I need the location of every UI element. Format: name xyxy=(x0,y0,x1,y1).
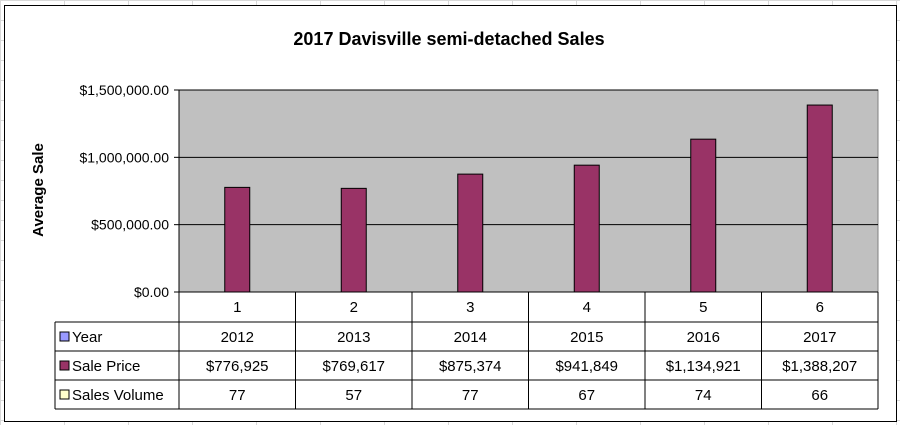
bar xyxy=(457,173,484,293)
table-cell: 2015 xyxy=(570,329,603,346)
table-cell: $941,849 xyxy=(555,358,618,375)
bar xyxy=(806,104,833,293)
category-label: 3 xyxy=(466,299,474,316)
table-cell: 2013 xyxy=(337,329,370,346)
y-tick-label: $0.00 xyxy=(134,284,169,300)
table-cell: 2012 xyxy=(221,329,254,346)
table-cell: 2017 xyxy=(803,329,836,346)
table-cell: 2014 xyxy=(454,329,487,346)
category-label: 4 xyxy=(583,299,591,316)
table-cell: 57 xyxy=(345,387,362,404)
table-cell: 66 xyxy=(811,387,828,404)
table-cell: 2016 xyxy=(687,329,720,346)
legend-key xyxy=(59,331,70,342)
legend-label: Sales Volume xyxy=(72,387,164,404)
data-table: 1 2 3 4 5 6 Year 2012 2013 2014 2015 2016 2017 Sale P… xyxy=(54,291,879,410)
category-label: 5 xyxy=(699,299,707,316)
legend-key xyxy=(59,389,70,400)
bar xyxy=(573,164,600,293)
table-cell: 74 xyxy=(695,387,712,404)
category-label: 1 xyxy=(233,299,241,316)
table-cell: 67 xyxy=(578,387,595,404)
legend-label: Year xyxy=(72,329,102,346)
table-cell: $769,617 xyxy=(322,358,385,375)
table-cell: $875,374 xyxy=(439,358,502,375)
category-label: 6 xyxy=(816,299,824,316)
table-cell: 77 xyxy=(229,387,246,404)
table-cell: $1,388,207 xyxy=(782,358,857,375)
bar xyxy=(690,138,717,293)
y-tick-label: $500,000.00 xyxy=(91,217,169,233)
chart-title: 2017 Davisville semi-detached Sales xyxy=(293,29,604,49)
y-tick-label: $1,500,000.00 xyxy=(79,82,169,98)
y-axis: $0.00 $500,000.00 $1,000,000.00 $1,500,000.… xyxy=(79,82,180,300)
legend-label: Sale Price xyxy=(72,358,140,375)
bar xyxy=(224,186,251,293)
table-cell: $1,134,921 xyxy=(666,358,741,375)
bar xyxy=(340,187,367,293)
plot-area[interactable] xyxy=(178,89,879,293)
legend-key xyxy=(59,360,70,371)
category-label: 2 xyxy=(350,299,358,316)
table-cell: $776,925 xyxy=(206,358,269,375)
y-axis-title: Average Sale xyxy=(30,143,47,237)
table-cell: 77 xyxy=(462,387,479,404)
y-tick-label: $1,000,000.00 xyxy=(79,149,169,165)
